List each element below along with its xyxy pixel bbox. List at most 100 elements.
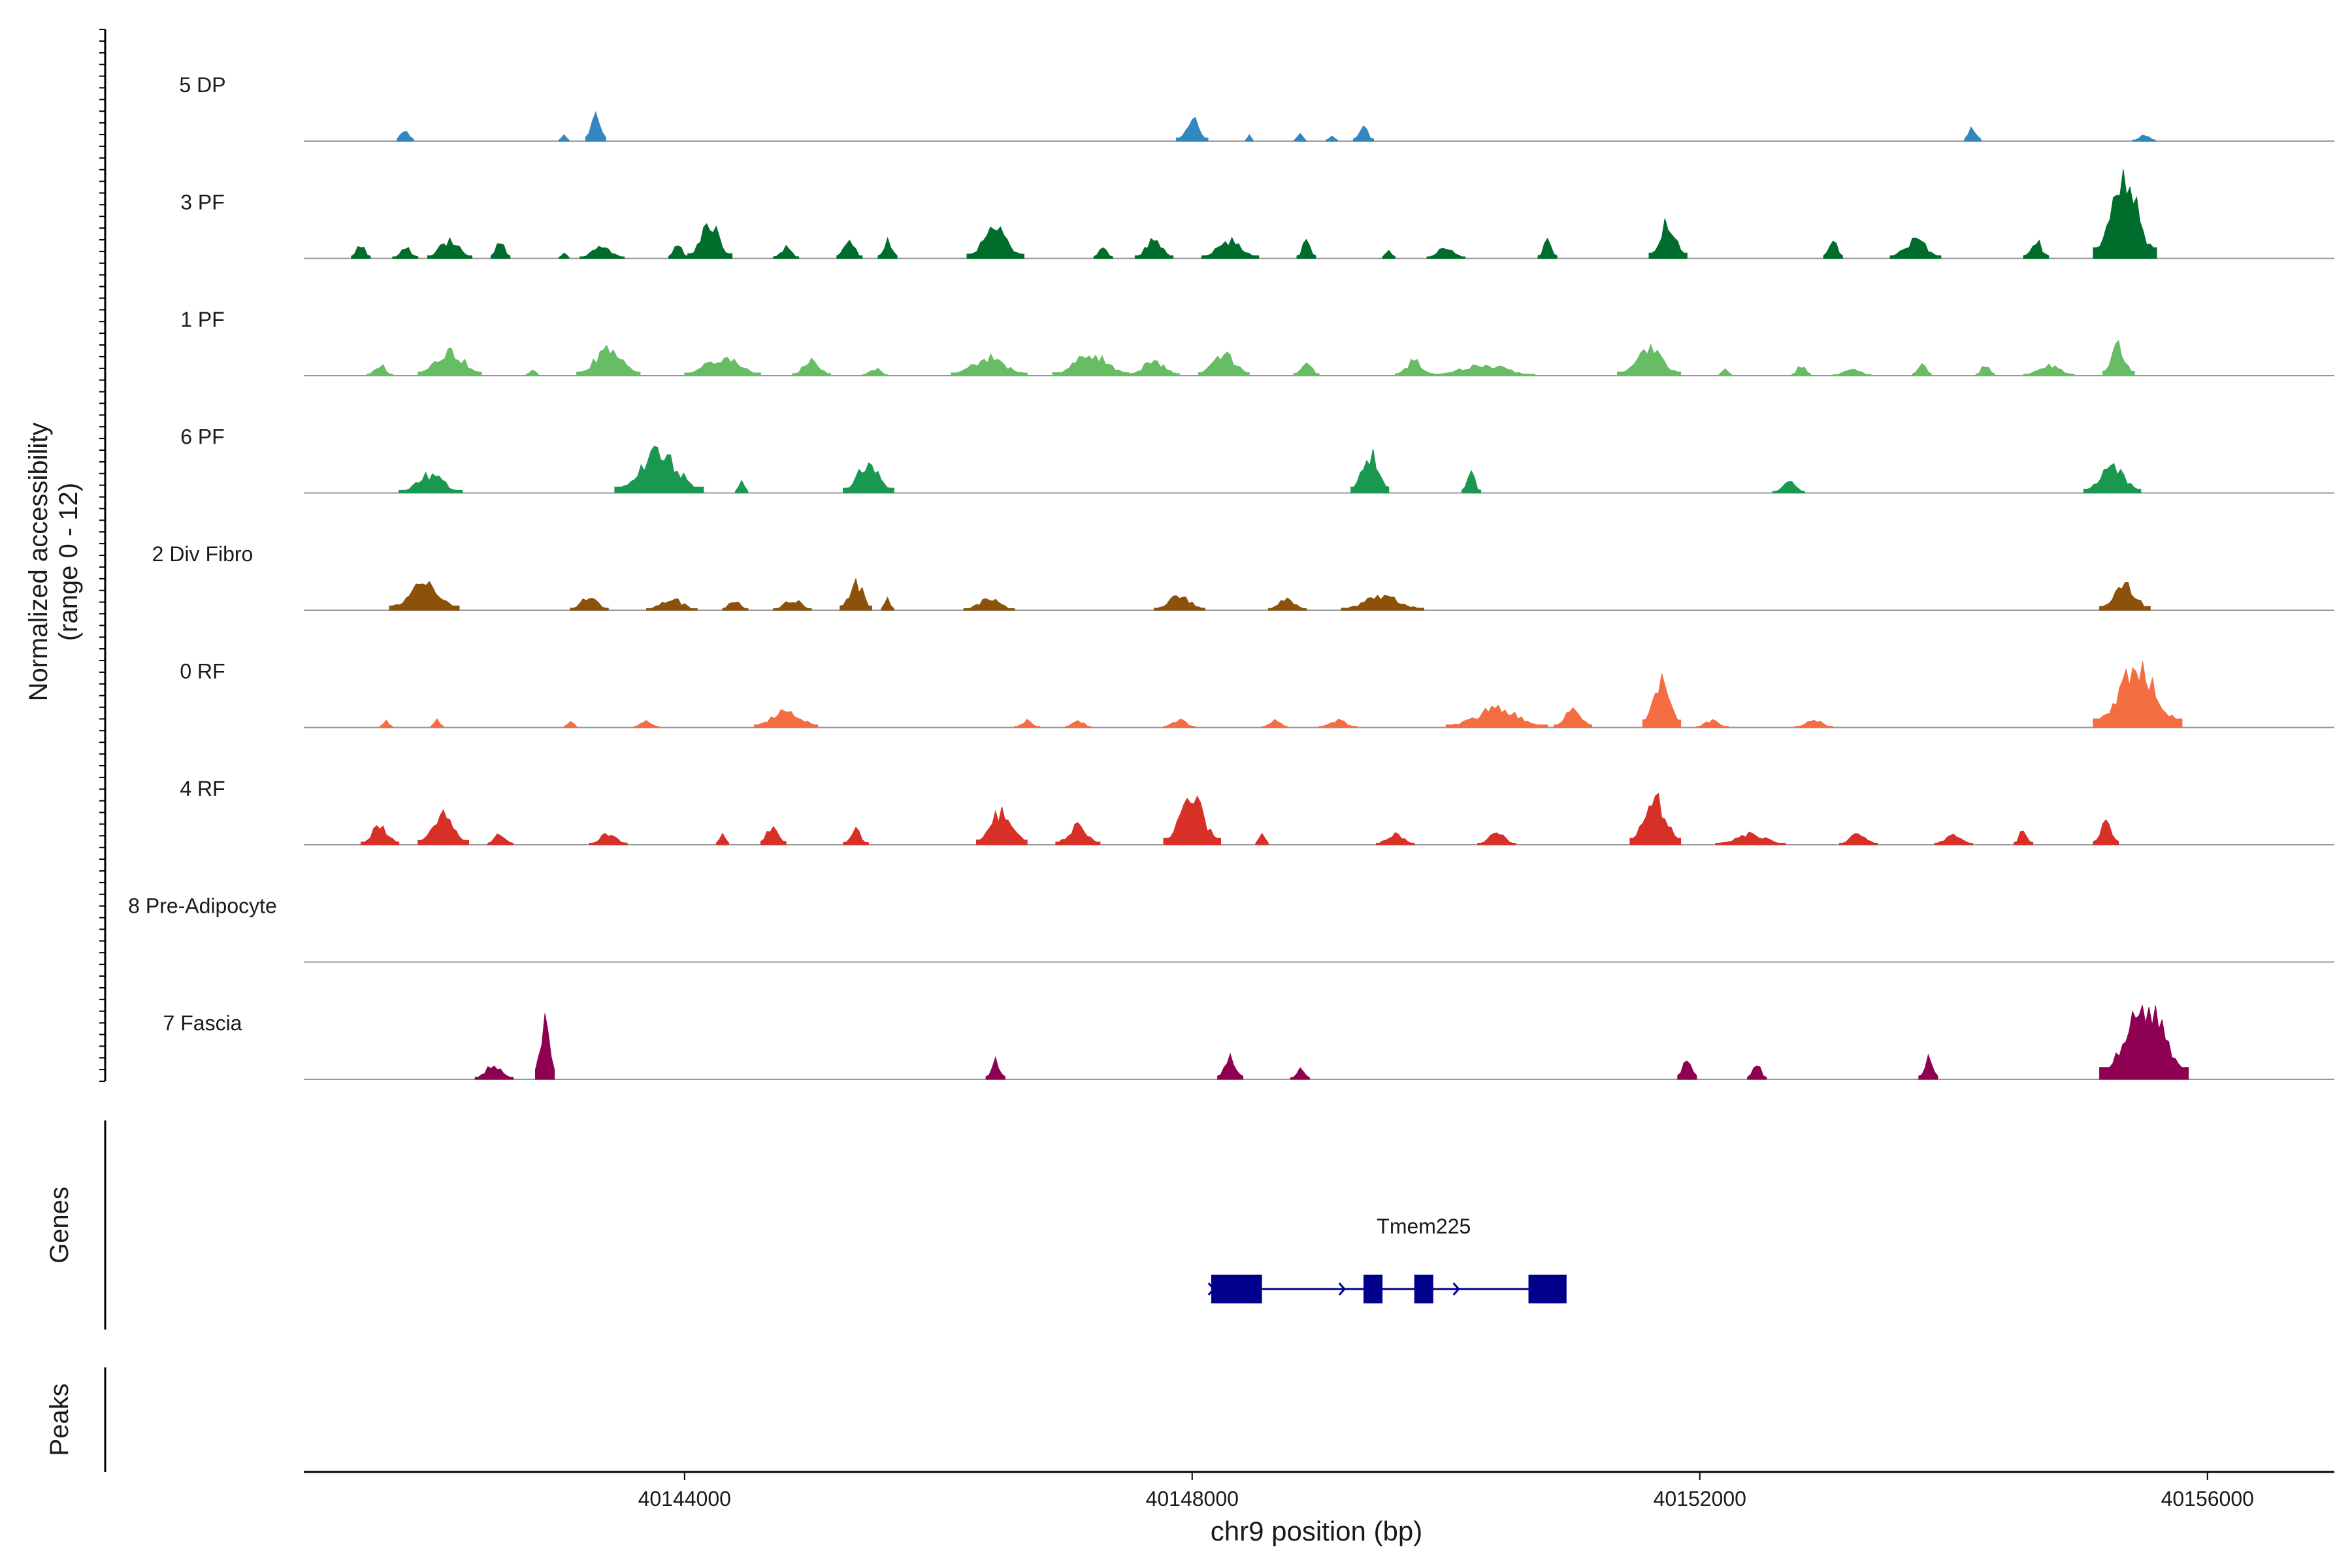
coverage-peak xyxy=(754,709,819,728)
coverage-peak xyxy=(1715,831,1786,845)
track-4-rf: 4 RF xyxy=(180,777,2334,845)
coverage-peak xyxy=(1052,354,1130,376)
track-label: 7 Fascia xyxy=(163,1011,242,1035)
coverage-tracks: 5 DP 3 PF 1 PF 6 PF 2 Div Fibro 0 RF 4 RF 8 Pre… xyxy=(128,73,2334,1080)
coverage-peak xyxy=(1553,707,1593,728)
coverage-peak xyxy=(684,357,761,376)
coverage-peak xyxy=(734,480,749,493)
coverage-peak xyxy=(1833,369,1872,376)
coverage-peak xyxy=(1648,218,1688,259)
coverage-peak xyxy=(1245,134,1254,142)
coverage-peak xyxy=(614,446,704,493)
coverage-peak xyxy=(773,600,812,611)
coverage-peak xyxy=(585,110,606,142)
coverage-peak xyxy=(760,826,787,845)
y-axis-title-line2: (range 0 - 12) xyxy=(54,483,83,641)
coverage-peak xyxy=(570,598,609,611)
gene-exon xyxy=(1211,1275,1262,1303)
coverage-peak xyxy=(1426,248,1465,259)
coverage-peak xyxy=(646,598,698,611)
coverage-peak xyxy=(389,581,460,611)
coverage-peak xyxy=(843,826,869,845)
coverage-peak xyxy=(1163,719,1196,728)
coverage-peak xyxy=(1934,834,1973,845)
gene-exon xyxy=(1528,1275,1567,1303)
coverage-peak xyxy=(1975,366,1995,376)
x-axis-tick-label: 40152000 xyxy=(1654,1487,1746,1511)
coverage-peak xyxy=(633,720,660,728)
coverage-peak xyxy=(558,252,570,259)
coverage-peak xyxy=(951,353,1028,376)
coverage-peak xyxy=(966,226,1024,259)
gene-name-label: Tmem225 xyxy=(1377,1215,1471,1238)
peaks-panel-label: Peaks xyxy=(45,1383,74,1456)
track-2-div-fibro: 2 Div Fibro xyxy=(152,542,2334,611)
gene-exon xyxy=(1414,1275,1433,1303)
coverage-peak xyxy=(2093,819,2119,845)
coverage-peak xyxy=(1838,833,1878,845)
track-label: 4 RF xyxy=(180,777,225,800)
strand-arrow-icon xyxy=(1452,1282,1460,1296)
coverage-peak xyxy=(1154,595,1205,611)
coverage-peak xyxy=(1629,792,1682,845)
coverage-peak xyxy=(843,462,894,493)
track-label: 3 PF xyxy=(180,191,225,214)
track-label: 8 Pre-Adipocyte xyxy=(128,894,277,918)
coverage-peak xyxy=(1296,238,1316,259)
gene-exon xyxy=(1364,1275,1383,1303)
coverage-peak xyxy=(1352,125,1374,142)
coverage-peak xyxy=(877,237,898,259)
coverage-peak xyxy=(1696,719,1729,728)
coverage-peak xyxy=(1375,832,1415,845)
coverage-peak xyxy=(380,719,393,728)
y-axis-title-line1: Normalized accessibility xyxy=(24,423,53,702)
coverage-peak xyxy=(417,347,482,376)
coverage-peak xyxy=(1794,719,1834,728)
coverage-peak xyxy=(563,721,578,728)
coverage-peak xyxy=(1433,365,1535,376)
coverage-peak xyxy=(1318,719,1358,728)
coverage-peak xyxy=(1176,116,1209,142)
coverage-peak xyxy=(862,367,888,376)
coverage-peak xyxy=(1718,368,1732,376)
track-label: 1 PF xyxy=(180,308,225,331)
coverage-peak xyxy=(2099,581,2151,611)
coverage-peak xyxy=(1055,822,1101,845)
coverage-peak xyxy=(392,247,419,259)
coverage-peak xyxy=(1677,1060,1697,1080)
x-axis-tick-label: 40156000 xyxy=(2161,1487,2254,1511)
track-label: 6 PF xyxy=(180,425,225,449)
coverage-peak xyxy=(1255,832,1269,845)
coverage-peak xyxy=(525,369,539,376)
coverage-peak xyxy=(773,244,800,259)
coverage-peak xyxy=(2132,134,2156,142)
coverage-peak xyxy=(491,243,511,259)
coverage-peak xyxy=(840,577,872,611)
coverage-peak xyxy=(1462,470,1482,493)
coverage-peak xyxy=(1747,1065,1767,1080)
coverage-peak xyxy=(985,1056,1005,1080)
coverage-peak xyxy=(430,718,444,728)
coverage-peak xyxy=(1128,360,1180,376)
track-label: 5 DP xyxy=(179,73,225,97)
track-5-dp: 5 DP xyxy=(179,73,2334,142)
x-axis: 40144000 40148000 40152000 40156000 xyxy=(304,1471,2334,1511)
coverage-peak xyxy=(580,246,625,259)
coverage-peak xyxy=(427,237,472,259)
coverage-peak xyxy=(558,134,570,142)
x-axis-title: chr9 position (bp) xyxy=(1211,1516,1423,1546)
coverage-peak xyxy=(1217,1053,1243,1080)
coverage-peak xyxy=(1163,795,1221,845)
coverage-peak xyxy=(1642,673,1682,728)
coverage-peak xyxy=(1290,1067,1310,1080)
gene-model xyxy=(1207,1275,1567,1303)
coverage-peak xyxy=(1014,719,1041,728)
track-7-fascia: 7 Fascia xyxy=(163,1005,2334,1080)
coverage-y-axis xyxy=(99,29,106,1082)
coverage-peak xyxy=(1912,363,1932,376)
coverage-peak xyxy=(2023,363,2075,376)
coverage-peak xyxy=(1262,719,1288,728)
coverage-peak xyxy=(2102,340,2135,376)
coverage-peak xyxy=(1341,595,1424,611)
